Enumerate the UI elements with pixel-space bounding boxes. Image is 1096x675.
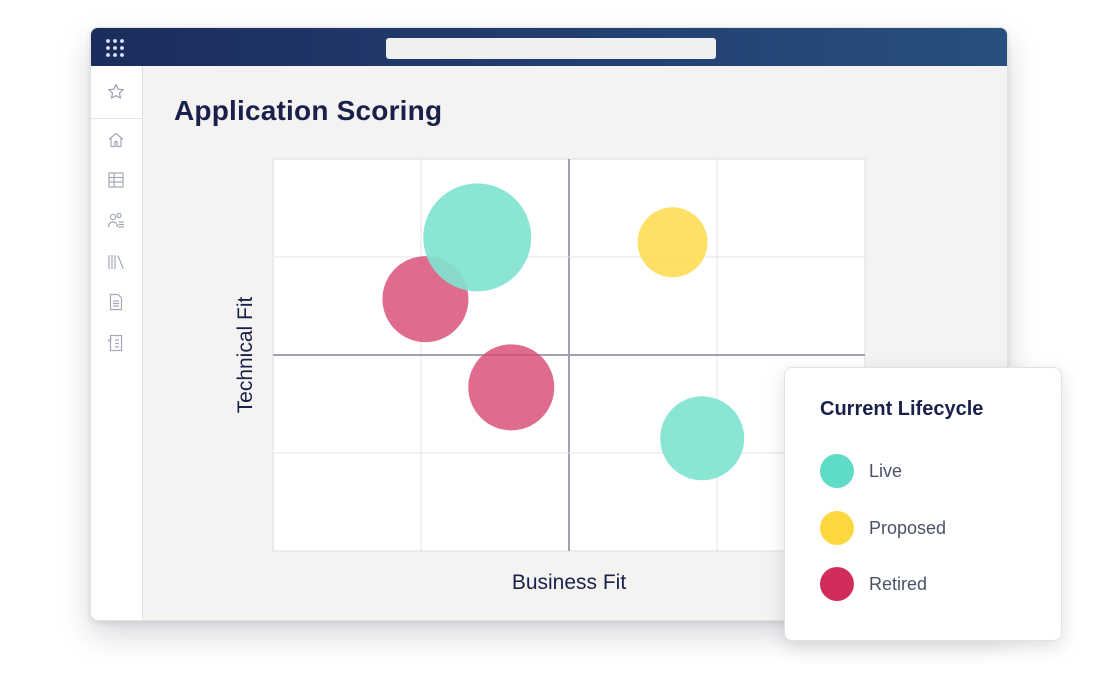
grid-lines: [273, 159, 865, 551]
home-icon[interactable]: [106, 130, 126, 150]
url-bar[interactable]: [386, 38, 716, 59]
checklist-icon[interactable]: [106, 333, 126, 353]
legend-label-proposed: Proposed: [869, 518, 947, 538]
page-title: Application Scoring: [174, 95, 443, 126]
legend-swatch-proposed: [820, 511, 854, 545]
legend-swatch-retired: [820, 567, 854, 601]
bubble-live-2[interactable]: [660, 396, 745, 481]
table-icon[interactable]: [106, 170, 126, 190]
apps-grid-icon[interactable]: [105, 38, 125, 58]
legend-item-live: Live: [820, 454, 1040, 488]
users-icon[interactable]: [106, 211, 126, 231]
star-icon[interactable]: [106, 82, 126, 102]
lifecycle-legend: Current Lifecycle Live Proposed Retired: [784, 367, 1062, 641]
legend-swatch-live: [820, 454, 854, 488]
y-axis-label: Technical Fit: [234, 296, 257, 413]
sidebar: [91, 66, 143, 620]
sidebar-divider: [91, 118, 142, 119]
legend-item-proposed: Proposed: [820, 511, 1040, 545]
legend-title: Current Lifecycle: [820, 398, 984, 420]
bubble-retired-2[interactable]: [468, 344, 555, 431]
legend-item-retired: Retired: [820, 567, 1040, 601]
bubbles: [382, 183, 745, 481]
document-icon[interactable]: [106, 292, 126, 312]
legend-label-live: Live: [869, 461, 903, 481]
x-axis-label: Business Fit: [512, 571, 627, 594]
library-icon[interactable]: [106, 252, 126, 272]
bubble-live-1[interactable]: [423, 183, 532, 292]
title-bar: [91, 28, 1007, 66]
legend-label-retired: Retired: [869, 574, 928, 594]
bubble-proposed-1[interactable]: [637, 207, 708, 278]
